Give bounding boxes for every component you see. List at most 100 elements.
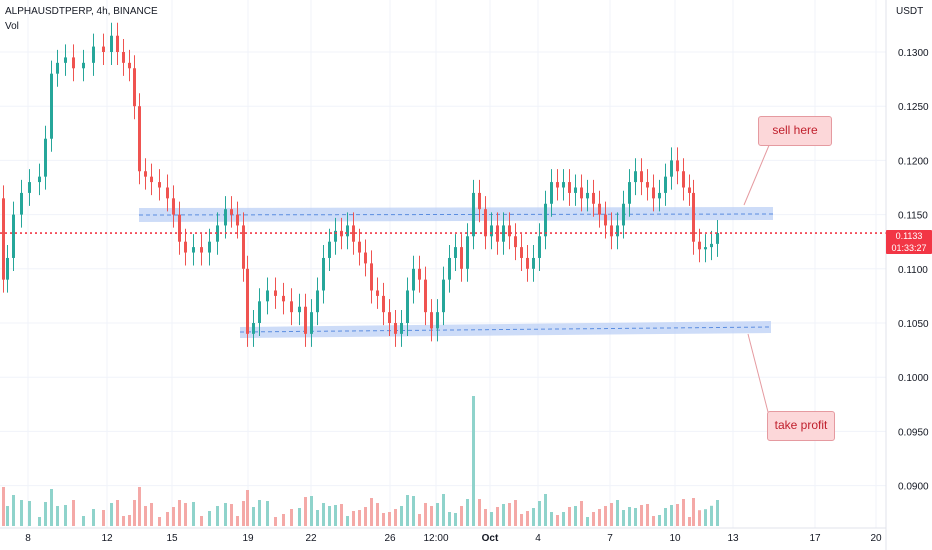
candle-body xyxy=(442,279,445,313)
volume-bar xyxy=(556,515,559,526)
volume-bar xyxy=(424,503,427,526)
time-tick-label: 4 xyxy=(535,533,541,544)
current-price-value: 0.1133 xyxy=(895,231,923,241)
candle-body xyxy=(598,203,601,215)
candle-body xyxy=(310,312,313,334)
candle-body xyxy=(664,176,667,193)
price-tick-label: 0.1100 xyxy=(898,265,928,276)
currency-label: USDT xyxy=(896,6,924,17)
candle-body xyxy=(640,171,643,183)
candle-body xyxy=(658,192,661,199)
candle-body xyxy=(298,306,301,313)
candle-body xyxy=(364,252,367,264)
volume-indicator-label[interactable]: Vol xyxy=(5,21,19,32)
volume-bar xyxy=(580,501,583,526)
candle-body xyxy=(604,214,607,226)
candle-body xyxy=(208,241,211,253)
price-tick-label: 0.1050 xyxy=(898,319,929,330)
candle-body xyxy=(370,263,373,291)
volume-bar xyxy=(460,506,463,526)
volume-bar xyxy=(698,510,701,526)
candle-body xyxy=(704,247,707,250)
candle-body xyxy=(586,192,589,199)
candle-body xyxy=(502,225,505,242)
price-tick-label: 0.1300 xyxy=(898,48,929,59)
volume-bar xyxy=(586,517,589,526)
bar-countdown: 01:33:27 xyxy=(891,243,927,253)
time-tick-label: 20 xyxy=(870,533,882,544)
volume-bar xyxy=(316,510,319,526)
tp-zone-midline xyxy=(239,326,772,333)
volume-bar xyxy=(658,515,661,526)
volume-bar xyxy=(598,509,601,526)
candle-body xyxy=(258,301,261,323)
candle-body xyxy=(92,46,95,63)
volume-bar xyxy=(44,502,47,526)
candle-body xyxy=(520,247,523,258)
tp-zone-band xyxy=(240,321,771,338)
candle-body xyxy=(436,312,439,329)
price-tick-label: 0.0900 xyxy=(898,482,929,493)
candle-body xyxy=(622,203,625,226)
candle-body xyxy=(670,160,673,177)
volume-bar xyxy=(412,496,415,526)
candle-body xyxy=(682,171,685,188)
volume-bar xyxy=(388,512,391,526)
volume-bar xyxy=(704,509,707,526)
volume-bar xyxy=(102,510,105,526)
candle-body xyxy=(166,187,169,199)
volume-bar xyxy=(236,516,239,526)
volume-bar xyxy=(298,508,301,526)
volume-bar xyxy=(310,496,313,526)
candle-body xyxy=(412,268,415,291)
candle-body xyxy=(38,176,41,183)
candle-body xyxy=(28,182,31,193)
volume-bar xyxy=(418,514,421,526)
take-profit-callout[interactable]: take profit xyxy=(767,411,835,441)
candle-body xyxy=(466,236,469,269)
candle-body xyxy=(150,176,153,183)
volume-bar xyxy=(646,504,649,526)
volume-bar xyxy=(502,504,505,526)
volume-bar xyxy=(178,500,181,526)
candle-body xyxy=(224,209,227,226)
candle-body xyxy=(334,230,337,242)
candle-body xyxy=(424,279,427,313)
volume-bar xyxy=(496,507,499,526)
volume-bar xyxy=(710,505,713,526)
volume-bar xyxy=(538,501,541,526)
volume-bar xyxy=(56,506,59,526)
candle-body xyxy=(568,182,571,193)
candle-body xyxy=(274,290,277,296)
time-tick-label: 15 xyxy=(166,533,178,544)
volume-bar xyxy=(520,514,523,526)
volume-bar xyxy=(133,500,136,526)
volume-bar xyxy=(508,503,511,526)
grid xyxy=(0,0,886,528)
volume-bar xyxy=(394,509,397,526)
candle-body xyxy=(460,247,463,269)
candle-body xyxy=(184,241,187,253)
volume-bar xyxy=(12,495,15,526)
sell-pointer xyxy=(743,142,771,206)
candle-body xyxy=(544,203,547,237)
candle-body xyxy=(580,187,583,199)
candle-body xyxy=(526,257,529,269)
candle-body xyxy=(550,182,553,204)
volume-bar xyxy=(50,489,53,526)
time-tick-label: 26 xyxy=(384,533,396,544)
time-axis: 8 12 15 19 22 26 12:00 Oct 4 7 10 13 17 20 xyxy=(0,527,886,544)
candle-body xyxy=(178,214,181,242)
candle-body xyxy=(192,247,195,253)
candle-body xyxy=(538,236,541,258)
time-tick-label: 7 xyxy=(607,533,613,544)
volume-bar xyxy=(514,500,517,526)
take-profit-pointer xyxy=(747,333,769,413)
symbol-title[interactable]: ALPHAUSDTPERP, 4h, BINANCE xyxy=(5,6,158,17)
volume-bar xyxy=(258,500,261,526)
candle-body xyxy=(358,241,361,253)
candle-body xyxy=(246,268,249,334)
sell-here-callout[interactable]: sell here xyxy=(758,116,832,146)
volume-bar xyxy=(628,507,631,526)
